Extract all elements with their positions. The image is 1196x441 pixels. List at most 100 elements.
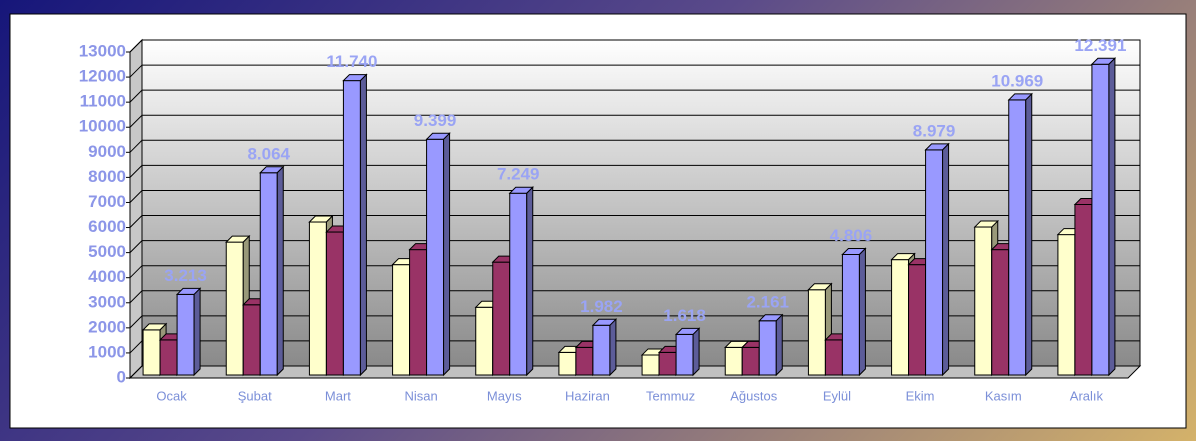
bar-side xyxy=(193,287,201,377)
bar xyxy=(807,289,826,376)
x-tick-label: Ağustos xyxy=(730,388,777,403)
x-tick-label: Nisan xyxy=(404,388,437,403)
bar-side xyxy=(359,73,367,377)
grid-line xyxy=(129,89,1140,103)
value-label: 7.249 xyxy=(497,165,540,184)
bar xyxy=(758,320,777,376)
value-label: 11.740 xyxy=(326,52,377,71)
grid-line xyxy=(129,39,1140,53)
grid-line xyxy=(129,215,1140,228)
x-tick-label: Mart xyxy=(325,388,351,403)
bar xyxy=(259,172,278,376)
grid-line xyxy=(129,164,1140,178)
y-tick-label: 8000 xyxy=(88,167,126,186)
y-tick-label: 9000 xyxy=(88,142,126,161)
value-label: 1.618 xyxy=(663,306,706,325)
bar xyxy=(558,351,577,376)
bar xyxy=(575,346,594,376)
bar xyxy=(641,354,660,376)
x-tick-label: Ocak xyxy=(156,388,187,403)
bar xyxy=(176,293,195,376)
x-tick-label: Kasım xyxy=(985,388,1022,403)
value-label: 3.213 xyxy=(164,266,207,285)
bar xyxy=(426,138,445,376)
x-tick-label: Ekim xyxy=(906,388,935,403)
grid-line xyxy=(129,139,1140,153)
bar xyxy=(142,329,161,376)
x-tick-label: Şubat xyxy=(238,388,272,403)
bar xyxy=(342,80,361,376)
bar xyxy=(974,226,993,376)
y-tick-label: 5000 xyxy=(88,242,126,261)
bar xyxy=(658,351,677,376)
bar xyxy=(475,306,494,376)
value-label: 1.982 xyxy=(580,297,623,316)
value-label: 12.391 xyxy=(1074,36,1126,55)
bar-side xyxy=(775,313,783,377)
bar xyxy=(242,304,261,376)
value-label: 10.969 xyxy=(991,71,1043,90)
value-label: 8.979 xyxy=(913,121,956,140)
bar xyxy=(824,339,843,376)
y-tick-label: 4000 xyxy=(88,267,126,286)
y-tick-label: 11000 xyxy=(80,92,126,111)
grid-line xyxy=(129,64,1140,78)
bar xyxy=(308,221,327,376)
grid-line xyxy=(129,315,1140,329)
bar xyxy=(675,333,694,376)
bar xyxy=(1008,99,1027,376)
y-tick-label: 2000 xyxy=(88,317,126,336)
y-tick-label: 3000 xyxy=(88,292,126,311)
y-tick-label: 7000 xyxy=(88,192,126,211)
value-label: 4.806 xyxy=(830,226,873,245)
bar xyxy=(492,261,511,376)
value-label: 9.399 xyxy=(414,111,457,130)
y-tick-label: 13000 xyxy=(79,41,126,60)
x-tick-label: Haziran xyxy=(565,388,610,403)
side-wall xyxy=(129,38,143,380)
grid-line xyxy=(129,114,1140,128)
grid-line xyxy=(129,365,1140,379)
bar-side xyxy=(942,142,950,377)
bar xyxy=(741,346,760,376)
y-tick-label: 6000 xyxy=(88,217,126,236)
value-label: 2.161 xyxy=(746,292,789,311)
bar xyxy=(925,149,944,376)
bar xyxy=(724,346,743,376)
x-tick-label: Mayıs xyxy=(487,388,522,403)
bar xyxy=(325,231,344,376)
bar-side xyxy=(692,327,700,377)
y-tick-label: 10000 xyxy=(79,117,126,136)
grid-line xyxy=(129,189,1140,203)
bar-side xyxy=(1025,92,1033,377)
x-tick-label: Aralık xyxy=(1070,388,1104,403)
bar xyxy=(891,259,910,376)
value-label: 8.064 xyxy=(247,144,290,163)
bar xyxy=(225,241,244,376)
y-tick-label: 12000 xyxy=(79,67,126,86)
y-tick-label: 0 xyxy=(117,367,126,386)
bar xyxy=(991,249,1010,376)
bar xyxy=(392,264,411,376)
bar-side xyxy=(526,186,534,377)
bar xyxy=(509,192,528,376)
bar xyxy=(592,324,611,376)
bar-side xyxy=(443,132,451,377)
grid-line xyxy=(129,265,1140,279)
bar xyxy=(1057,234,1076,376)
bar-side xyxy=(1108,57,1116,377)
bar xyxy=(1074,203,1093,376)
grid-line xyxy=(129,340,1140,354)
grid-line xyxy=(129,290,1140,304)
bar xyxy=(409,249,428,376)
y-tick-label: 1000 xyxy=(88,342,126,361)
bar xyxy=(841,253,860,376)
x-tick-label: Eylül xyxy=(823,388,851,403)
grid-line xyxy=(129,240,1140,253)
bar xyxy=(159,339,178,376)
bar xyxy=(1091,63,1110,376)
x-tick-label: Temmuz xyxy=(646,388,695,403)
bar-side xyxy=(276,165,284,377)
bar xyxy=(908,264,927,376)
